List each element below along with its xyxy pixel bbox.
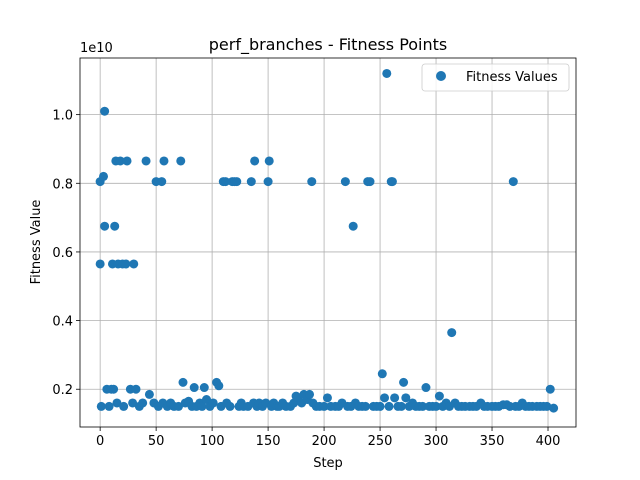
data-point — [319, 401, 329, 411]
data-point — [401, 393, 411, 403]
data-point — [129, 259, 139, 269]
data-point — [380, 393, 390, 403]
data-point — [250, 156, 260, 166]
x-tick-label: 250 — [368, 434, 393, 449]
data-point — [418, 401, 428, 411]
data-point — [431, 401, 441, 411]
data-point — [95, 259, 105, 269]
data-point — [399, 377, 409, 387]
data-point — [375, 401, 385, 411]
y-axis-ticks: 0.2 0.4 0.6 0.8 1.0 — [52, 109, 80, 398]
x-tick-label: 0 — [96, 434, 104, 449]
data-point — [384, 401, 394, 411]
data-point — [99, 171, 109, 181]
data-point — [119, 401, 129, 411]
data-point — [208, 398, 218, 408]
data-points — [95, 68, 559, 413]
data-point — [174, 401, 184, 411]
chart-title: perf_branches - Fitness Points — [209, 35, 448, 55]
data-point — [434, 391, 444, 401]
x-axis-label: Step — [313, 456, 343, 471]
x-tick-label: 150 — [256, 434, 281, 449]
data-point — [365, 177, 375, 187]
data-point — [348, 221, 358, 231]
data-point — [138, 398, 148, 408]
data-point — [382, 68, 392, 78]
data-point — [232, 177, 242, 187]
legend-label: Fitness Values — [466, 70, 558, 85]
data-point — [221, 177, 231, 187]
data-point — [115, 156, 125, 166]
data-point — [264, 156, 274, 166]
data-point — [104, 401, 114, 411]
data-point — [305, 389, 315, 399]
y-tick-label: 0.4 — [52, 315, 73, 330]
data-point — [122, 156, 132, 166]
grid — [80, 58, 576, 427]
data-point — [110, 221, 120, 231]
data-point — [131, 384, 141, 394]
data-point — [157, 177, 167, 187]
data-point — [199, 383, 209, 393]
x-tick-label: 350 — [480, 434, 505, 449]
data-point — [322, 393, 332, 403]
x-tick-label: 100 — [200, 434, 225, 449]
plot-frame — [79, 57, 577, 428]
x-tick-label: 300 — [424, 434, 449, 449]
y-tick-label: 0.6 — [52, 246, 73, 261]
legend-box — [421, 63, 570, 92]
y-offset-label: 1e10 — [80, 41, 113, 56]
data-point — [390, 393, 400, 403]
y-tick-label: 1.0 — [52, 109, 73, 124]
x-tick-label: 400 — [536, 434, 561, 449]
data-point — [549, 403, 559, 413]
x-axis-ticks: 0 50 100 150 200 250 300 350 400 — [96, 427, 560, 449]
data-point — [307, 177, 317, 187]
data-point — [197, 401, 207, 411]
data-point — [421, 383, 431, 393]
legend: Fitness Values — [421, 63, 570, 92]
data-point — [178, 377, 188, 387]
data-point — [263, 177, 273, 187]
data-point — [112, 398, 122, 408]
data-point — [545, 384, 555, 394]
y-tick-label: 0.8 — [52, 177, 73, 192]
y-tick-label: 0.2 — [52, 383, 73, 398]
x-tick-label: 50 — [148, 434, 165, 449]
data-point — [340, 177, 350, 187]
data-point — [246, 177, 256, 187]
data-point — [176, 156, 186, 166]
data-point — [189, 383, 199, 393]
data-point — [396, 401, 406, 411]
data-point — [144, 389, 154, 399]
data-point — [387, 177, 397, 187]
data-point — [96, 401, 106, 411]
data-point — [159, 156, 169, 166]
y-axis-label: Fitness Value — [29, 200, 44, 285]
legend-marker — [436, 71, 446, 81]
data-point — [447, 328, 457, 338]
data-point — [121, 259, 131, 269]
data-point — [141, 156, 151, 166]
data-point — [202, 395, 212, 405]
data-point — [508, 177, 518, 187]
data-point — [225, 401, 235, 411]
data-point — [214, 381, 224, 391]
data-point — [100, 106, 110, 116]
data-point — [377, 369, 387, 379]
x-tick-label: 200 — [312, 434, 337, 449]
data-point — [128, 398, 138, 408]
data-point — [109, 384, 119, 394]
data-point — [100, 221, 110, 231]
data-point — [361, 401, 371, 411]
